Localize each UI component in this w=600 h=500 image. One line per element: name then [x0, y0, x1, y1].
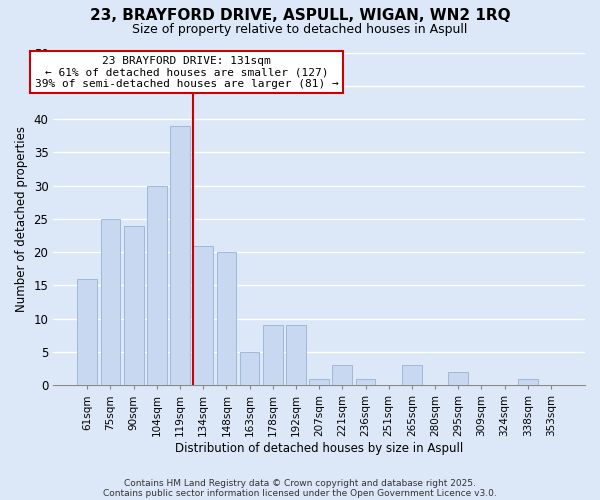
Bar [101, 219, 121, 386]
Bar [356, 378, 376, 386]
Text: 23 BRAYFORD DRIVE: 131sqm
← 61% of detached houses are smaller (127)
39% of semi: 23 BRAYFORD DRIVE: 131sqm ← 61% of detac… [35, 56, 338, 89]
Bar [124, 226, 143, 386]
Text: Size of property relative to detached houses in Aspull: Size of property relative to detached ho… [133, 22, 467, 36]
X-axis label: Distribution of detached houses by size in Aspull: Distribution of detached houses by size … [175, 442, 463, 455]
Bar [448, 372, 468, 386]
Bar [147, 186, 167, 386]
Bar [332, 366, 352, 386]
Text: 23, BRAYFORD DRIVE, ASPULL, WIGAN, WN2 1RQ: 23, BRAYFORD DRIVE, ASPULL, WIGAN, WN2 1… [89, 8, 511, 22]
Text: Contains public sector information licensed under the Open Government Licence v3: Contains public sector information licen… [103, 488, 497, 498]
Bar [170, 126, 190, 386]
Bar [286, 326, 306, 386]
Bar [518, 378, 538, 386]
Bar [193, 246, 213, 386]
Bar [77, 279, 97, 386]
Bar [402, 366, 422, 386]
Bar [263, 326, 283, 386]
Bar [309, 378, 329, 386]
Text: Contains HM Land Registry data © Crown copyright and database right 2025.: Contains HM Land Registry data © Crown c… [124, 478, 476, 488]
Bar [217, 252, 236, 386]
Bar [240, 352, 259, 386]
Y-axis label: Number of detached properties: Number of detached properties [15, 126, 28, 312]
